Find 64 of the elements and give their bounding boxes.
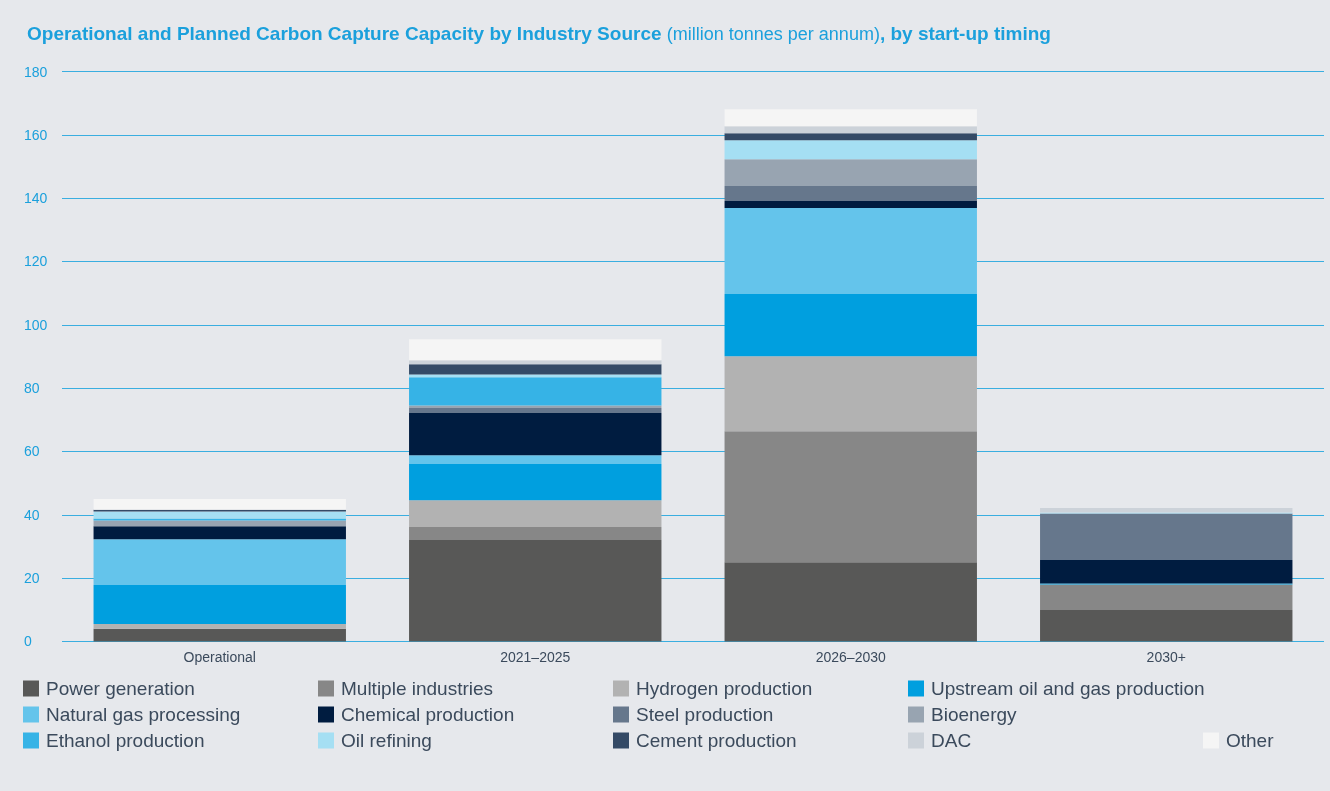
legend-label: Chemical production — [341, 704, 515, 725]
legend-label: Other — [1226, 730, 1275, 751]
bar — [724, 200, 977, 208]
bar — [1040, 513, 1293, 561]
bar — [724, 207, 977, 295]
bar — [93, 511, 346, 519]
y-tick-label: 160 — [24, 126, 48, 143]
y-tick-label: 20 — [24, 570, 40, 587]
x-tick-label: 2030+ — [1146, 649, 1186, 666]
bar — [409, 360, 662, 365]
legend-label: DAC — [931, 730, 972, 751]
legend-label: Oil refining — [341, 730, 432, 751]
y-tick-label: 180 — [24, 63, 48, 80]
bar — [409, 364, 662, 375]
bar — [409, 500, 662, 528]
chart-title: Operational and Planned Carbon Capture Capacity by Industry Source (million tonnes per annum), by start-up timing — [27, 23, 1051, 44]
x-tick-label: 2021–2025 — [500, 649, 571, 666]
bar — [724, 562, 977, 642]
legend-label: Upstream oil and gas production — [931, 678, 1205, 699]
legend-label: Natural gas processing — [46, 704, 241, 725]
bar — [93, 623, 346, 629]
legend-label: Multiple industries — [341, 678, 494, 699]
bar — [1040, 508, 1293, 513]
legend-label: Power generation — [46, 678, 195, 699]
bar — [409, 339, 662, 361]
bar — [724, 431, 977, 563]
y-tick-label: 60 — [24, 443, 40, 460]
legend-label: Ethanol production — [46, 730, 205, 751]
legend-label: Bioenergy — [931, 704, 1018, 725]
bar — [724, 126, 977, 134]
legend-label: Hydrogen production — [636, 678, 813, 699]
bar — [93, 628, 346, 642]
y-tick-label: 100 — [24, 316, 48, 333]
bar — [1040, 584, 1293, 611]
bar — [724, 109, 977, 127]
bar — [409, 527, 662, 541]
bar — [724, 140, 977, 160]
bar — [1040, 560, 1293, 584]
y-tick-label: 140 — [24, 190, 48, 207]
bar — [1040, 610, 1293, 642]
bar — [724, 356, 977, 432]
bar — [409, 413, 662, 456]
y-tick-label: 80 — [24, 380, 40, 397]
y-tick-label: 0 — [24, 633, 32, 650]
bar — [93, 520, 346, 527]
x-tick-label: Operational — [183, 649, 256, 666]
bar — [724, 133, 977, 141]
bar — [93, 498, 346, 510]
x-tick-label: 2026–2030 — [815, 649, 886, 666]
bar — [93, 585, 346, 624]
bar — [93, 526, 346, 540]
bar — [409, 408, 662, 414]
bar — [409, 540, 662, 642]
y-tick-label: 120 — [24, 253, 48, 270]
bar — [724, 186, 977, 201]
bar — [724, 294, 977, 357]
legend-label: Cement production — [636, 730, 797, 751]
bar — [409, 464, 662, 501]
bar — [409, 455, 662, 465]
bar — [724, 159, 977, 187]
y-tick-label: 40 — [24, 506, 40, 523]
legend-label: Steel production — [636, 704, 774, 725]
bar — [93, 539, 346, 586]
bar — [409, 374, 662, 378]
